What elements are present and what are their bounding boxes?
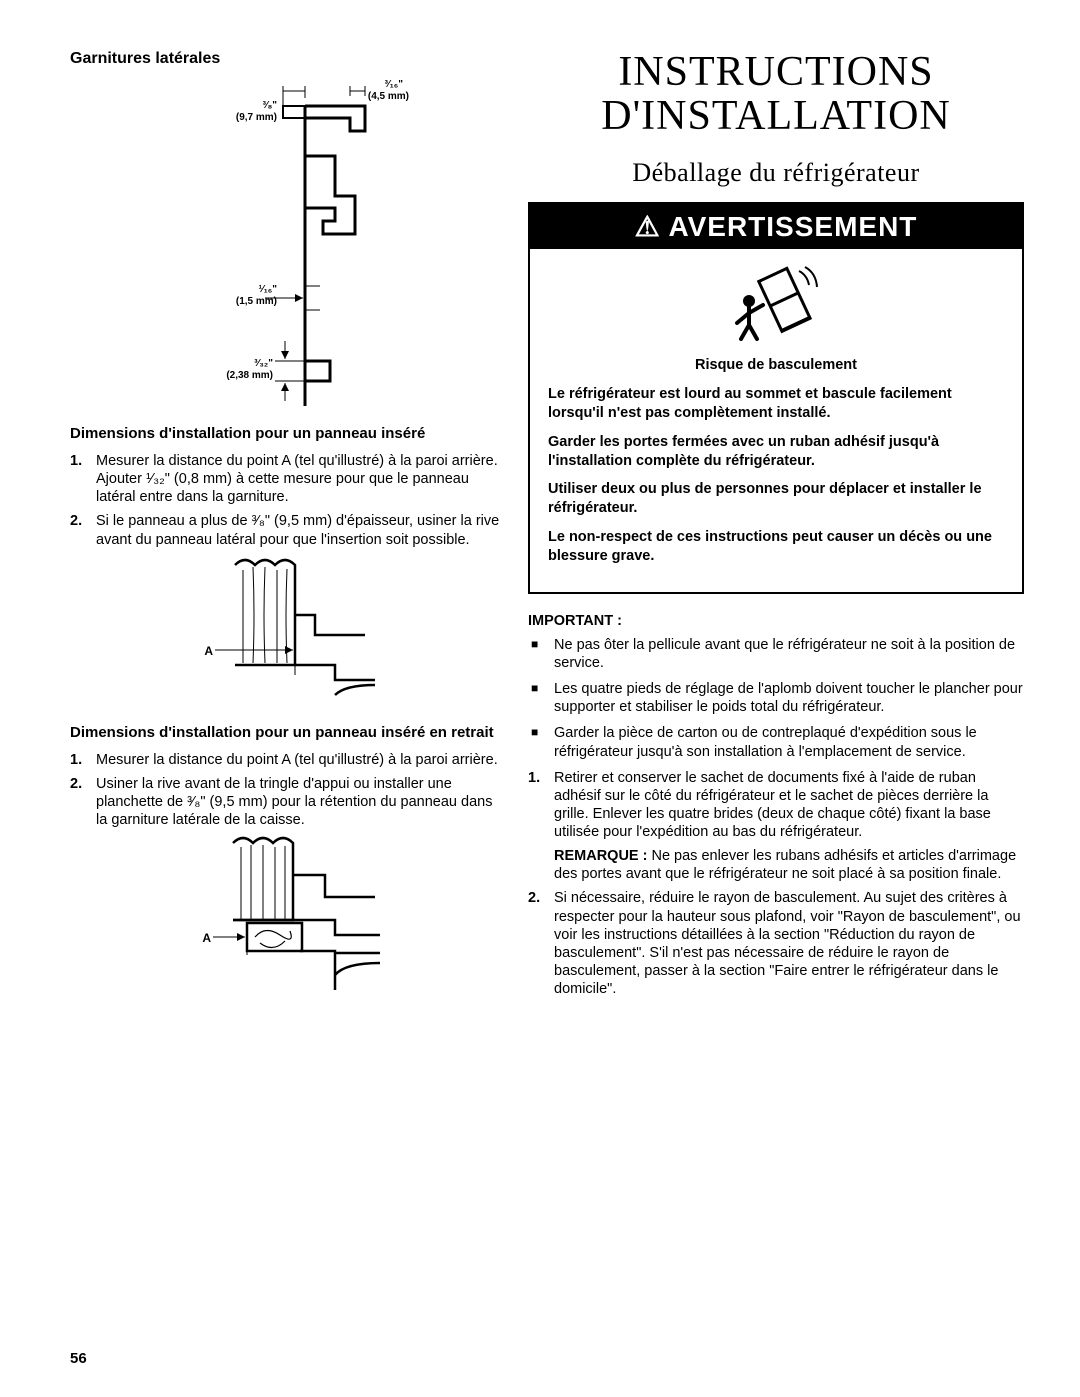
important-label: IMPORTANT :	[528, 612, 1024, 630]
list-item: Mesurer la distance du point A (tel qu'i…	[70, 452, 500, 506]
warning-para: Le non-respect de ces instructions peut …	[548, 528, 1004, 566]
warning-para: Le réfrigérateur est lourd au sommet et …	[548, 385, 1004, 423]
section2-heading: Dimensions d'installation pour un pannea…	[70, 724, 500, 741]
warning-header: ⚠ AVERTISSEMENT	[530, 204, 1022, 249]
list-item: Ne pas ôter la pellicule avant que le ré…	[528, 636, 1024, 672]
panel-insert-diagram: A	[70, 555, 500, 710]
page-number: 56	[70, 1350, 87, 1367]
section2-list: Mesurer la distance du point A (tel qu'i…	[70, 751, 500, 830]
risk-title: Risque de basculement	[548, 356, 1004, 375]
section1-heading: Dimensions d'installation pour un pannea…	[70, 425, 500, 442]
dim-mid-mm: (1,5 mm)	[236, 296, 277, 307]
left-column: Garnitures latérales ³⁄₁₆" (4,5 mm)	[70, 50, 500, 1010]
right-column: INSTRUCTIONS D'INSTALLATION Déballage du…	[528, 50, 1024, 1010]
list-item: Les quatre pieds de réglage de l'aplomb …	[528, 680, 1024, 716]
panel-recessed-diagram: A	[70, 835, 500, 1000]
important-bullets: Ne pas ôter la pellicule avant que le ré…	[528, 636, 1024, 761]
title-line2: D'INSTALLATION	[601, 93, 951, 139]
warning-triangle-icon: ⚠	[635, 211, 661, 242]
list-item: Usiner la rive avant de la tringle d'app…	[70, 775, 500, 829]
warning-box: ⚠ AVERTISSEMENT	[528, 202, 1024, 594]
section1-list: Mesurer la distance du point A (tel qu'i…	[70, 452, 500, 549]
tip-over-icon	[530, 249, 1022, 356]
dim-A: A	[204, 644, 213, 658]
list-item: Si le panneau a plus de ³⁄₈" (9,5 mm) d'…	[70, 512, 500, 548]
subtitle: Déballage du réfrigérateur	[528, 158, 1024, 188]
remark-label: REMARQUE :	[554, 848, 647, 864]
dim-top-left-mm: (9,7 mm)	[236, 112, 277, 123]
list-item: Mesurer la distance du point A (tel qu'i…	[70, 751, 500, 769]
dim-A: A	[202, 931, 211, 945]
warning-para: Garder les portes fermées avec un ruban …	[548, 433, 1004, 471]
trim-profile-diagram: ³⁄₁₆" (4,5 mm) ³⁄₈" (9,7 mm) ¹⁄₁₆" (1,5 …	[70, 76, 500, 411]
list-item: Retirer et conserver le sachet de docume…	[528, 769, 1024, 842]
dim-top-right-frac: ³⁄₁₆"	[385, 79, 404, 90]
dim-bot-frac: ³⁄₃₂"	[254, 358, 273, 369]
main-title: INSTRUCTIONS D'INSTALLATION	[528, 50, 1024, 138]
dim-top-left-frac: ³⁄₈"	[263, 100, 278, 111]
list-item: Si nécessaire, réduire le rayon de bascu…	[528, 889, 1024, 998]
garnitures-heading: Garnitures latérales	[70, 50, 500, 68]
list-item: Garder la pièce de carton ou de contrepl…	[528, 724, 1024, 760]
warning-body: Risque de basculement Le réfrigérateur e…	[530, 356, 1022, 592]
title-line1: INSTRUCTIONS	[618, 49, 933, 95]
dim-mid-frac: ¹⁄₁₆"	[259, 284, 278, 295]
warning-para: Utiliser deux ou plus de personnes pour …	[548, 480, 1004, 518]
warning-header-text: AVERTISSEMENT	[668, 211, 917, 242]
dim-bot-mm: (2,38 mm)	[226, 370, 273, 381]
dim-top-right-mm: (4,5 mm)	[368, 91, 409, 102]
steps-list: Retirer et conserver le sachet de docume…	[528, 769, 1024, 842]
steps-list-cont: Si nécessaire, réduire le rayon de bascu…	[528, 889, 1024, 998]
remark: REMARQUE : Ne pas enlever les rubans adh…	[528, 847, 1024, 883]
important-section: IMPORTANT : Ne pas ôter la pellicule ava…	[528, 612, 1024, 998]
